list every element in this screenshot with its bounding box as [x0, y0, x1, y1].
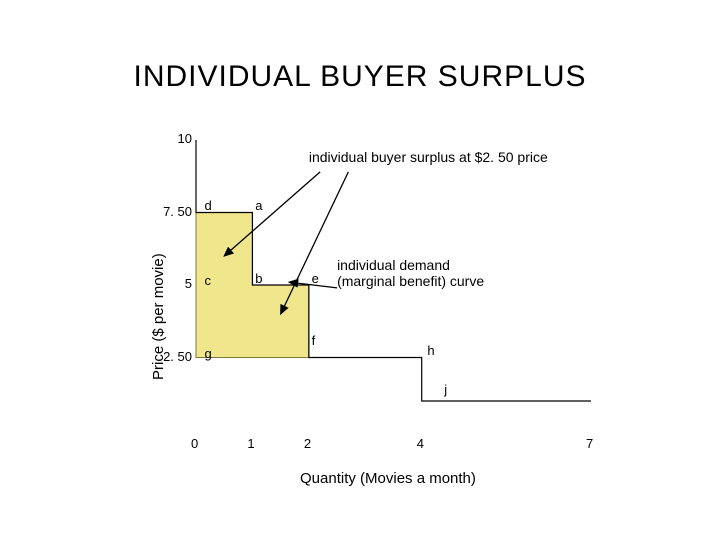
x-tick-7: 7 — [586, 436, 593, 451]
point-label-g: g — [204, 346, 211, 361]
point-label-f: f — [312, 333, 316, 348]
point-label-e: e — [312, 271, 319, 286]
point-label-b: b — [255, 271, 262, 286]
surplus-arrow-2 — [281, 172, 349, 314]
x-tick-0: 0 — [191, 436, 198, 451]
point-label-h: h — [427, 343, 434, 358]
page-root: INDIVIDUAL BUYER SURPLUS Price ($ per mo… — [0, 0, 720, 540]
y-tick-7.5: 7. 50 — [163, 204, 192, 219]
surplus-annotation: individual buyer surplus at $2. 50 price — [309, 149, 548, 165]
demand-annotation: individual demand(marginal benefit) curv… — [337, 257, 484, 291]
point-label-j: j — [444, 382, 447, 397]
point-label-d: d — [204, 198, 211, 213]
demand-annotation-line1: individual demand — [337, 257, 484, 274]
point-label-c: c — [204, 273, 211, 288]
y-tick-10: 10 — [178, 131, 192, 146]
demand-annotation-line2: (marginal benefit) curve — [337, 273, 484, 290]
point-label-a: a — [255, 198, 262, 213]
x-tick-4: 4 — [417, 436, 424, 451]
x-tick-1: 1 — [247, 436, 254, 451]
y-tick-2.5: 2. 50 — [163, 349, 192, 364]
y-tick-5: 5 — [185, 276, 192, 291]
x-tick-2: 2 — [304, 436, 311, 451]
